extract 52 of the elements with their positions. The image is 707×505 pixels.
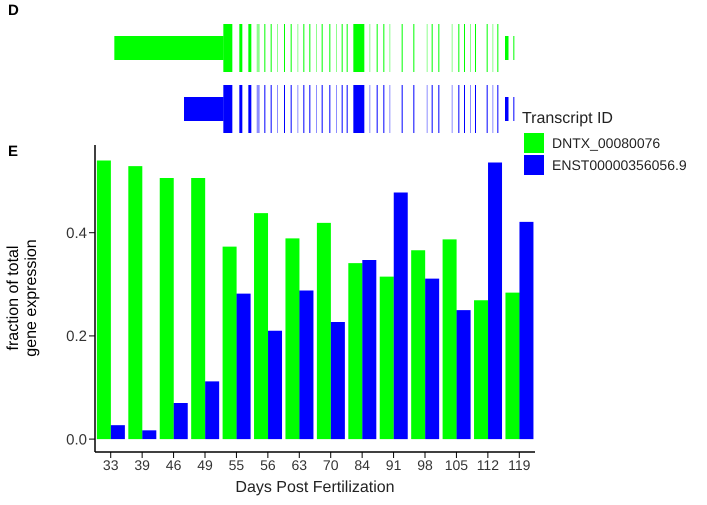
x-tick-label: 49: [197, 456, 213, 473]
x-tick-label: 112: [476, 456, 500, 473]
x-tick-label: 46: [166, 456, 182, 473]
bar: [316, 222, 331, 440]
bar: [411, 250, 426, 440]
x-tick-label: 55: [228, 456, 244, 473]
x-axis-title: Days Post Fertilization: [235, 479, 395, 496]
x-tick-label: 84: [354, 456, 370, 473]
bar: [110, 425, 125, 440]
bar: [505, 292, 520, 440]
bar: [330, 322, 345, 440]
bar: [425, 278, 440, 440]
bar: [285, 238, 300, 440]
x-tick-label: 119: [508, 456, 531, 473]
bar: [222, 246, 237, 440]
bar: [474, 300, 488, 440]
y-axis-title: fraction of total gene expression: [5, 239, 40, 357]
bar: [96, 160, 111, 440]
bar: [205, 381, 220, 440]
legend-title: Transcript ID: [522, 110, 614, 128]
y-tick-label: 0.0: [66, 431, 87, 448]
bar: [442, 239, 457, 440]
x-tick-label: 70: [322, 456, 339, 473]
bar: [299, 290, 314, 440]
x-tick-label: 56: [260, 456, 276, 473]
y-tick-label: 0.4: [66, 225, 87, 242]
text: D: [8, 2, 19, 19]
bar: [488, 162, 502, 440]
bar: [254, 213, 268, 440]
legend-label: ENST00000356056.9: [552, 157, 687, 173]
bar: [236, 294, 251, 440]
x-tick-label: 63: [291, 456, 308, 473]
bar: [380, 276, 394, 440]
x-tick-label: 91: [386, 456, 402, 473]
bar: [128, 166, 142, 440]
legend-label: DNTX_00080076: [552, 135, 660, 151]
x-tick-label: 105: [444, 456, 468, 473]
bar: [456, 310, 471, 440]
x-tick-label: 98: [417, 456, 433, 473]
bar: [174, 402, 188, 440]
bar: [142, 430, 156, 440]
bar: [519, 222, 534, 440]
bar: [191, 178, 206, 440]
bar: [268, 330, 282, 440]
bar: [348, 263, 362, 440]
bar: [362, 260, 376, 440]
bar: [160, 178, 174, 440]
x-tick-label: 33: [102, 456, 119, 473]
bar: [394, 192, 408, 440]
text: E: [8, 143, 18, 160]
x-tick-label: 39: [134, 456, 150, 473]
y-tick-label: 0.2: [66, 328, 87, 346]
